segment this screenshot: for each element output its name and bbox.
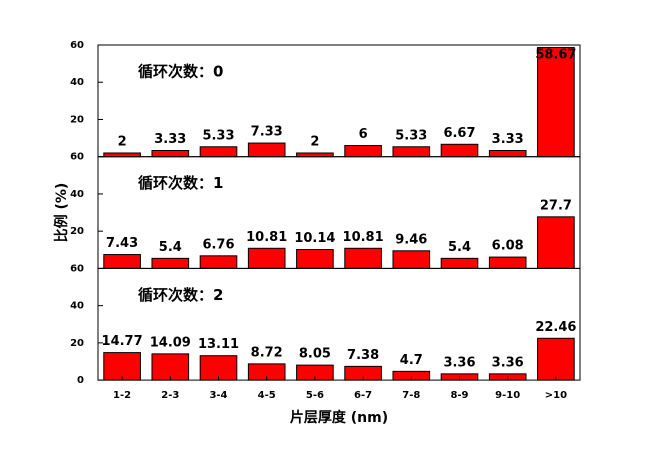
- value-label: 7.38: [347, 348, 379, 363]
- value-label: 6.76: [202, 237, 234, 252]
- value-label: 4.7: [400, 353, 423, 368]
- value-label: 58.67: [535, 48, 576, 63]
- bar: [296, 249, 334, 269]
- x-tick-label: 6-7: [354, 390, 372, 401]
- bar: [344, 247, 382, 269]
- value-label: 13.11: [198, 337, 239, 352]
- x-tick-label: >10: [545, 390, 567, 401]
- value-label: 5.4: [159, 240, 182, 255]
- bar: [537, 337, 575, 381]
- value-label: 5.33: [202, 128, 234, 143]
- y-axis-label: 比例 (%): [53, 183, 70, 243]
- x-tick-label: 4-5: [258, 390, 276, 401]
- bar: [247, 247, 286, 269]
- value-label: 10.14: [294, 231, 335, 246]
- x-tick-label: 5-6: [306, 390, 324, 401]
- bar: [103, 152, 141, 158]
- value-label: 3.33: [492, 132, 524, 147]
- value-label: 8.72: [251, 345, 283, 360]
- x-axis-label: 片层厚度 (nm): [290, 409, 388, 426]
- value-label: 5.33: [395, 128, 427, 143]
- bar: [537, 46, 575, 158]
- value-label: 3.33: [154, 132, 186, 147]
- value-label: 10.81: [246, 230, 287, 245]
- value-label: 6.67: [443, 126, 475, 141]
- y-tick-label: 20: [70, 226, 84, 237]
- bar: [488, 256, 527, 269]
- y-tick-label: 60: [70, 40, 84, 51]
- annotation: 循环次数：1: [138, 174, 223, 192]
- y-tick-label: 60: [70, 263, 84, 274]
- y-tick-label: 40: [70, 189, 84, 200]
- value-label: 5.4: [448, 240, 471, 255]
- value-label: 10.81: [343, 230, 384, 245]
- value-label: 22.46: [535, 320, 576, 335]
- value-label: 7.33: [251, 125, 283, 140]
- bar: [440, 143, 479, 158]
- value-label: 14.77: [102, 334, 143, 349]
- bar: [392, 146, 431, 158]
- x-tick-label: 3-4: [209, 390, 227, 401]
- value-label: 3.36: [443, 355, 475, 370]
- x-tick-label: 8-9: [450, 390, 468, 401]
- y-tick-label: 0: [77, 375, 84, 386]
- value-label: 7.43: [106, 236, 138, 251]
- bar: [199, 146, 238, 158]
- value-label: 14.09: [150, 335, 191, 350]
- bar: [392, 250, 431, 269]
- bar: [440, 257, 479, 269]
- value-label: 9.46: [395, 232, 427, 247]
- bar: [151, 150, 190, 158]
- y-tick-label: 20: [70, 114, 84, 125]
- value-label: 27.7: [540, 198, 572, 213]
- value-label: 6.08: [492, 239, 524, 254]
- value-label: 6: [359, 127, 368, 142]
- bar: [296, 152, 334, 158]
- x-tick-label: 7-8: [402, 390, 420, 401]
- bar: [199, 355, 238, 381]
- value-label: 8.05: [299, 347, 331, 362]
- bar: [488, 150, 527, 158]
- x-tick-label: 1-2: [113, 390, 131, 401]
- value-label: 3.36: [492, 355, 524, 370]
- bar: [151, 257, 190, 269]
- y-tick-label: 40: [70, 301, 84, 312]
- value-label: 2: [310, 134, 319, 149]
- y-tick-label: 20: [70, 338, 84, 349]
- value-label: 2: [118, 134, 127, 149]
- annotation: 循环次数：2: [138, 286, 223, 304]
- bar: [103, 254, 141, 269]
- bar: [344, 145, 382, 158]
- y-tick-label: 40: [70, 77, 84, 88]
- panel-frame: [97, 267, 581, 381]
- x-tick-label: 2-3: [161, 390, 179, 401]
- y-tick-label: 60: [70, 152, 84, 163]
- bar: [199, 255, 238, 269]
- annotation: 循环次数：0: [138, 63, 223, 81]
- x-tick-label: 9-10: [495, 390, 520, 401]
- bar: [247, 142, 286, 158]
- bar: [537, 216, 575, 269]
- bar: [103, 352, 141, 381]
